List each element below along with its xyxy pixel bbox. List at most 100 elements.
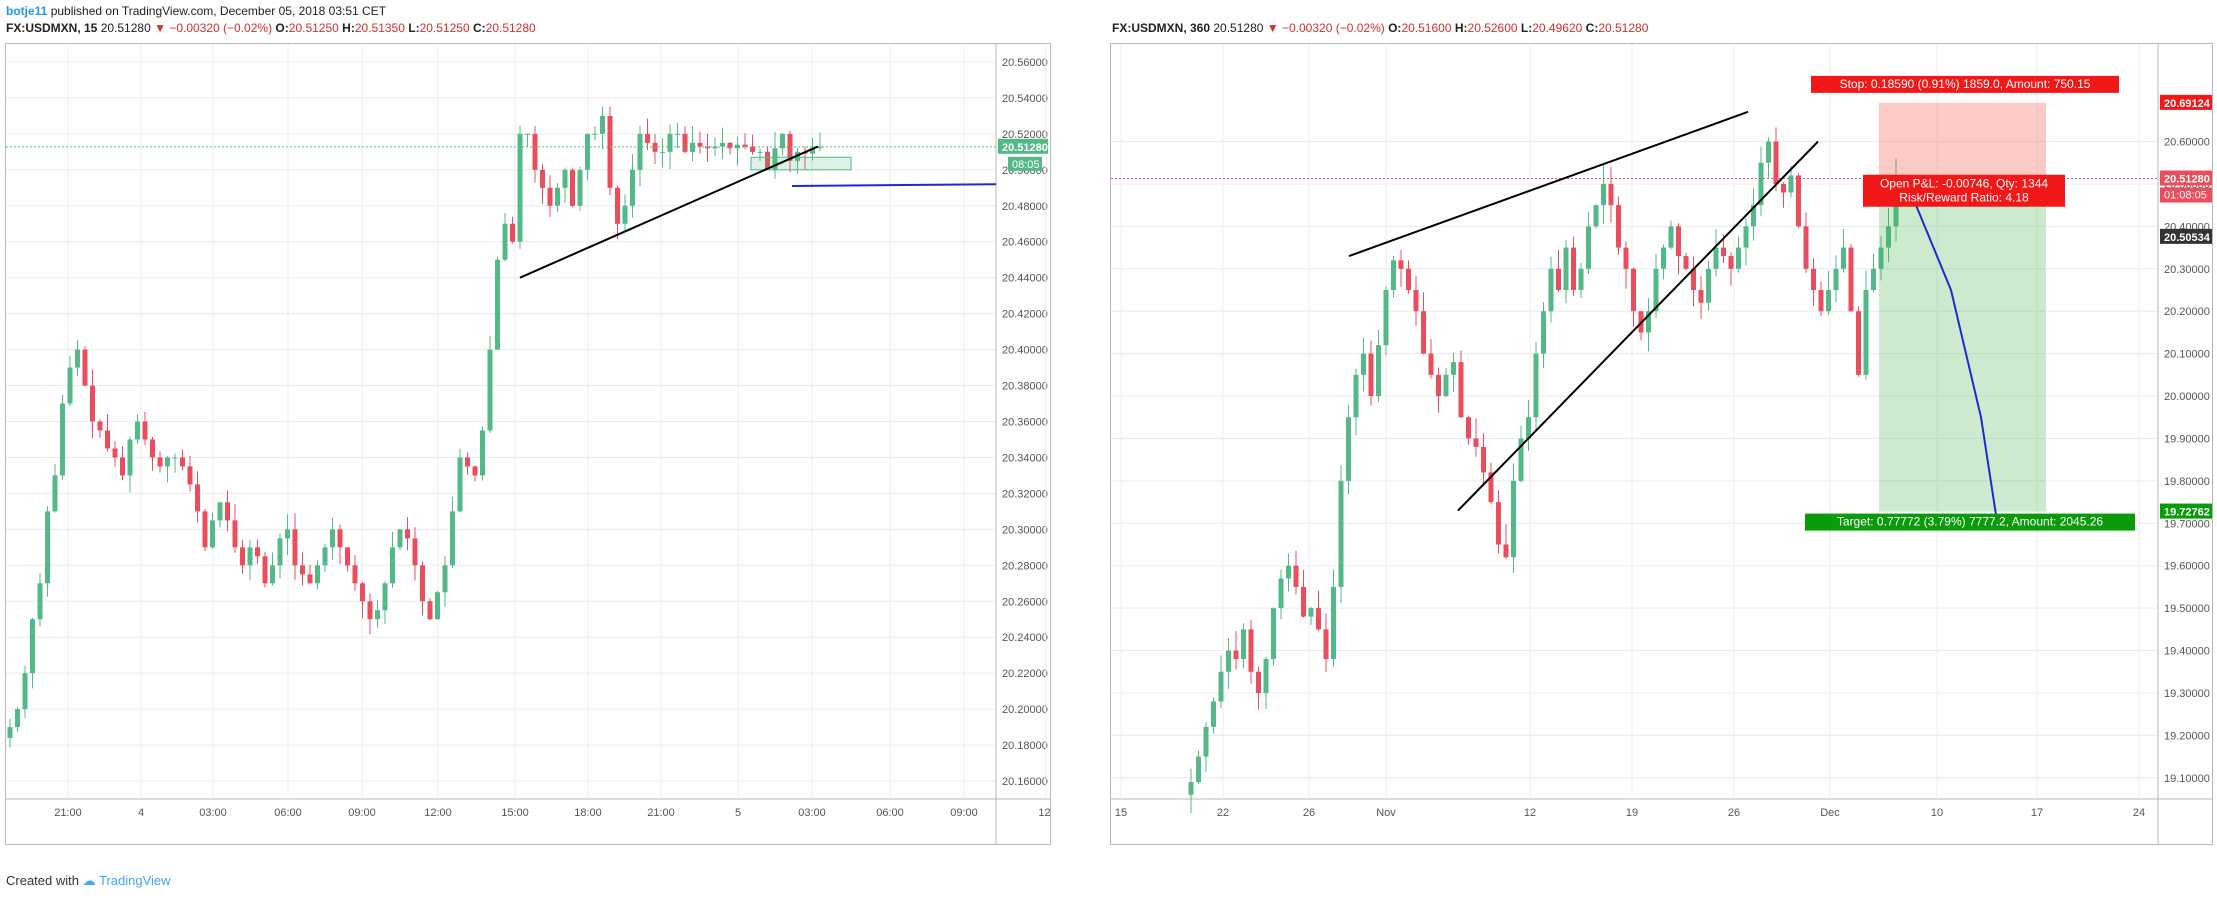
x-tick-label: 15:00 [501, 807, 529, 819]
candle-body [750, 146, 755, 152]
y-tick-label: 20.00000 [2164, 391, 2210, 403]
candle-body [637, 133, 643, 170]
right-close: 20.51280 [1598, 21, 1649, 35]
stop-price-label-bg [2160, 94, 2212, 110]
right-chart-panel[interactable]: 19.10000 19.20000 19.30000 19.40000 19.50000… [1110, 43, 2213, 845]
candle-body [1848, 247, 1854, 312]
y-tick-label: 20.56000 [1002, 57, 1048, 69]
candle-body [1773, 141, 1779, 184]
x-tick-label: 06:00 [274, 807, 302, 819]
right-chart[interactable]: 19.10000 19.20000 19.30000 19.40000 19.50000… [1111, 44, 2212, 844]
candle-body [660, 151, 665, 153]
left-chart-panel[interactable]: 20.16000 20.18000 20.20000 20.22000 20.24000… [5, 43, 1054, 845]
candle-body [1331, 586, 1336, 660]
candle-body [1811, 268, 1816, 291]
y-tick-label: 20.46000 [1002, 237, 1048, 249]
candle-body [525, 133, 530, 135]
target-label-bg [1805, 513, 2135, 531]
y-tick-label: 20.18000 [1002, 740, 1048, 752]
candle-body [817, 146, 823, 149]
tradingview-brand[interactable]: TradingView [99, 873, 171, 888]
x-tick-label: 18:00 [574, 807, 602, 819]
countdown-label-bg [1008, 156, 1042, 171]
candle-body [1878, 247, 1884, 269]
y-tick-label: 20.24000 [1002, 632, 1048, 644]
candle-body [1338, 480, 1344, 587]
candle-body [622, 205, 628, 224]
candle-body [337, 529, 343, 548]
candle-body [1863, 290, 1869, 375]
candle-body [570, 169, 575, 206]
candle-body [1593, 205, 1599, 227]
author-link[interactable]: botje11 [6, 4, 48, 18]
candle-body [1533, 353, 1539, 418]
candle-body [457, 457, 463, 512]
left-chart[interactable]: 20.16000 20.18000 20.20000 20.22000 20.24000… [6, 44, 1054, 844]
candle-body [367, 601, 373, 620]
tradingview-logo-icon[interactable]: ☁ [82, 873, 96, 888]
candle-body [1496, 502, 1501, 545]
candle-body [765, 151, 770, 170]
left-close-label: C: [472, 21, 486, 35]
candle-body [315, 565, 320, 584]
candle-body [450, 511, 455, 566]
upper-trendline [1348, 110, 1749, 258]
right-symbol[interactable]: FX:USDMXN, 360 [1112, 21, 1211, 35]
candle-body [562, 169, 568, 188]
x-tick-label: 21:00 [647, 807, 675, 819]
x-tick-label: 22 [1217, 807, 1229, 819]
candle-body [1728, 256, 1734, 269]
x-tick-label: 12:00 [424, 807, 452, 819]
countdown-label-bg [2160, 187, 2212, 203]
candle-body [375, 610, 380, 620]
x-tick-label: 4 [138, 807, 144, 819]
y-tick-label: 20.30000 [2164, 264, 2210, 276]
candle-body [1788, 175, 1794, 193]
candle-body [1211, 701, 1216, 727]
candle-body [382, 583, 388, 611]
x-tick-label: 21:00 [54, 807, 82, 819]
right-last: 20.51280 [1213, 21, 1264, 35]
candle-body [1481, 446, 1486, 473]
left-symbol-header: FX:USDMXN, 15 20.51280 ▼ −0.00320 (−0.02… [6, 21, 536, 35]
candle-body [232, 520, 238, 548]
y-tick-label: 20.20000 [2164, 306, 2210, 318]
y-tick-label: 19.20000 [2164, 730, 2210, 742]
candle-body [1271, 608, 1276, 660]
candle-body [225, 502, 230, 521]
x-tick-label: 15 [1115, 807, 1127, 819]
candle-body [1803, 226, 1809, 269]
candle-body [1376, 345, 1381, 397]
stop-price-label: 20.69124 [2164, 98, 2211, 110]
candle-body [1458, 362, 1464, 418]
candle-body [1278, 578, 1284, 609]
candle-body [345, 547, 350, 566]
left-open-label: O: [275, 21, 289, 35]
right-low-label: L: [1520, 21, 1533, 35]
x-tick-label: 26 [1728, 807, 1740, 819]
stop-zone [1879, 102, 2046, 182]
y-tick-label: 20.22000 [1002, 668, 1048, 680]
candle-body [585, 133, 590, 170]
x-tick-label: Dec [1820, 807, 1840, 819]
candle-body [555, 187, 560, 206]
candle-body [255, 547, 260, 557]
x-tick-label: 09:00 [950, 807, 978, 819]
candle-body [480, 430, 485, 476]
candle-body [1196, 756, 1201, 783]
candle-body [120, 457, 125, 476]
left-symbol[interactable]: FX:USDMXN, 15 [6, 21, 98, 35]
candle-body [1353, 374, 1359, 418]
candle-body [720, 142, 725, 147]
candle-body [787, 133, 793, 161]
candle-body [780, 133, 785, 149]
candle-body [727, 142, 733, 149]
y-tick-label: 19.10000 [2164, 773, 2210, 785]
candle-body [435, 592, 440, 620]
target-zone [1879, 181, 2046, 512]
candle-body [652, 142, 658, 152]
y-tick-label: 20.20000 [1002, 704, 1048, 716]
candle-body [270, 565, 275, 584]
candle-body [1203, 726, 1209, 757]
candle-body [1421, 311, 1426, 354]
